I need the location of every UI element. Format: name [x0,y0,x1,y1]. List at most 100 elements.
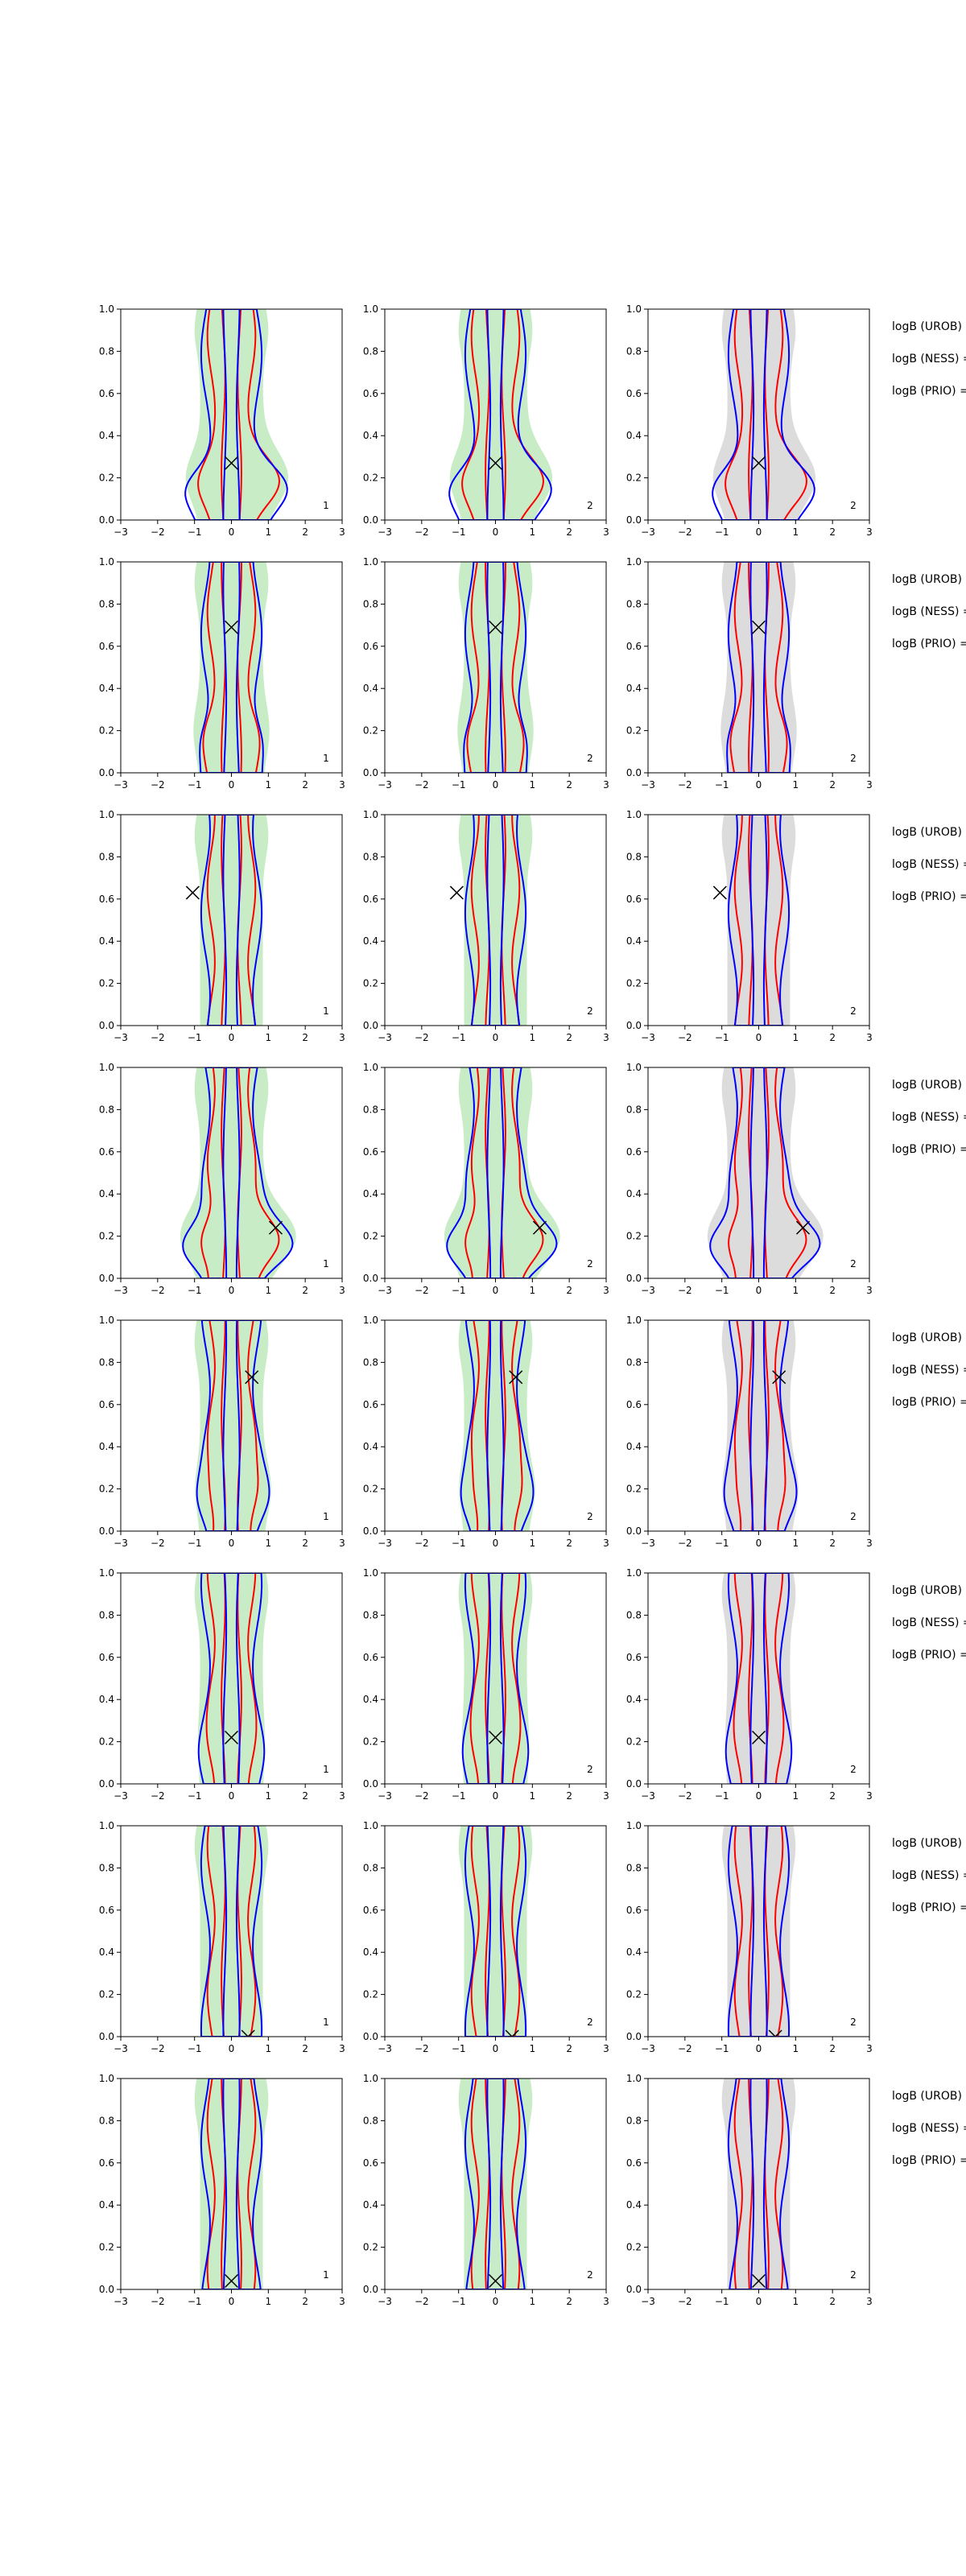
panel-number: 1 [323,1764,329,1775]
y-tick-label: 1.0 [626,1820,642,1831]
panel-number: 2 [587,1258,593,1269]
y-tick-label: 0.8 [363,598,378,609]
x-tick-label: 1 [266,1285,272,1296]
y-tick-label: 1.0 [363,1315,378,1326]
y-tick-label: 0.6 [626,2157,642,2169]
y-tick-label: 0.2 [99,978,114,989]
red-contour-outer [200,1067,280,1278]
row-label: logB (NESS) = [892,858,966,871]
blue-contour-outer [448,309,552,520]
red-contour-outer [470,2079,521,2289]
blue-contour-outer [727,815,791,1026]
y-tick-label: 0.0 [99,2284,114,2295]
filled-region-inner [738,2079,779,2289]
x-tick-label: 3 [339,1032,345,1043]
y-tick-label: 0.2 [99,2242,114,2253]
blue-contour-inner [486,1067,505,1278]
y-tick-label: 0.0 [99,514,114,526]
x-tick-label: 0 [493,1032,499,1043]
red-contour-inner [221,562,242,773]
y-tick-label: 0.2 [363,1231,378,1242]
x-tick-label: −2 [678,1285,692,1296]
y-tick-label: 0.4 [363,1441,378,1452]
y-tick-label: 0.8 [99,1104,114,1115]
x-tick-label: 3 [603,779,609,791]
blue-contour-inner [222,1320,241,1531]
y-tick-label: 0.4 [626,1946,642,1958]
true-value-marker [488,456,503,470]
y-tick-label: 0.6 [626,1905,642,1916]
y-tick-label: 1.0 [99,556,114,568]
x-tick-label: −1 [452,1032,466,1043]
x-tick-label: −2 [151,1538,165,1549]
x-tick-label: 1 [530,1032,536,1043]
y-tick-label: 0.0 [99,2031,114,2042]
true-value-marker [488,2273,503,2289]
blue-contour-inner [749,562,768,773]
x-tick-label: −2 [151,1790,165,1802]
y-tick-label: 0.8 [99,851,114,862]
blue-contour-outer [464,2079,527,2289]
x-tick-label: −2 [678,1538,692,1549]
panel-r2-c2: −3 −2 −1 0 1 2 3 0.0 0.2 0.4 0.6 0.8 1.0 2 [363,556,609,791]
x-tick-label: −3 [114,2296,128,2307]
x-tick-label: 0 [756,2296,762,2307]
y-tick-label: 0.8 [626,598,642,609]
panel-number: 2 [587,1511,593,1522]
red-contour-outer [733,815,784,1026]
x-tick-label: −1 [188,526,202,538]
panel-r2-c1: −3 −2 −1 0 1 2 3 0.0 0.2 0.4 0.6 0.8 1.0 1 [99,556,345,791]
y-tick-label: 0.6 [363,894,378,905]
blue-contour-outer [463,562,528,773]
y-tick-label: 0.4 [626,2199,642,2211]
y-tick-label: 0.8 [99,1862,114,1873]
panel-contours [712,309,816,520]
y-tick-label: 1.0 [363,303,378,315]
panel-r7-c1: −3 −2 −1 0 1 2 3 0.0 0.2 0.4 0.6 0.8 1.0 1 [99,1820,345,2054]
y-tick-label: 0.2 [626,725,642,737]
y-tick-label: 1.0 [363,1567,378,1579]
true-value-marker [224,1730,239,1744]
x-tick-label: −1 [188,1538,202,1549]
panel-contours [707,1067,824,1278]
x-tick-label: −3 [641,1032,655,1043]
panel-contours [457,562,534,773]
y-tick-label: 1.0 [626,2073,642,2084]
y-tick-label: 1.0 [99,1820,114,1831]
y-tick-label: 0.4 [626,683,642,694]
row-label: logB (NESS) = [892,2122,966,2135]
panel-number: 1 [323,1511,329,1522]
row-label: logB (UROB) = [892,826,966,839]
y-tick-label: 1.0 [626,303,642,315]
blue-contour-outer [726,562,791,773]
blue-contour-outer [723,1320,798,1531]
x-tick-label: −1 [715,2296,729,2307]
x-tick-label: 1 [266,2043,272,2054]
filled-region-inner [475,2079,516,2289]
x-tick-label: −3 [114,2043,128,2054]
x-tick-label: 3 [603,2043,609,2054]
y-tick-label: 0.0 [363,767,378,778]
panel-r6-c3: −3 −2 −1 0 1 2 3 0.0 0.2 0.4 0.6 0.8 1.0 2 [626,1567,873,1802]
blue-contour-inner [486,309,505,520]
y-tick-label: 0.0 [363,1525,378,1537]
x-tick-label: 3 [603,1790,609,1802]
row-label: logB (PRIO) = [892,385,966,398]
panel-r7-c2: −3 −2 −1 0 1 2 3 0.0 0.2 0.4 0.6 0.8 1.0 2 [363,1820,609,2054]
x-tick-label: 3 [866,1790,873,1802]
red-contour-outer [469,1573,522,1784]
x-tick-label: −2 [415,1285,429,1296]
x-tick-label: −1 [188,1032,202,1043]
y-tick-label: 0.0 [626,767,642,778]
y-tick-label: 0.6 [99,2157,114,2169]
true-value-marker [751,1730,766,1744]
blue-contour-outer [461,1573,530,1784]
x-tick-label: 0 [229,1790,235,1802]
blue-contour-inner [749,1320,768,1531]
red-contour-inner [221,1573,242,1784]
red-contour-outer [470,815,521,1026]
blue-contour-inner [486,815,505,1026]
x-tick-label: 1 [266,1032,272,1043]
y-tick-label: 0.0 [99,1020,114,1031]
y-tick-label: 1.0 [99,1315,114,1326]
